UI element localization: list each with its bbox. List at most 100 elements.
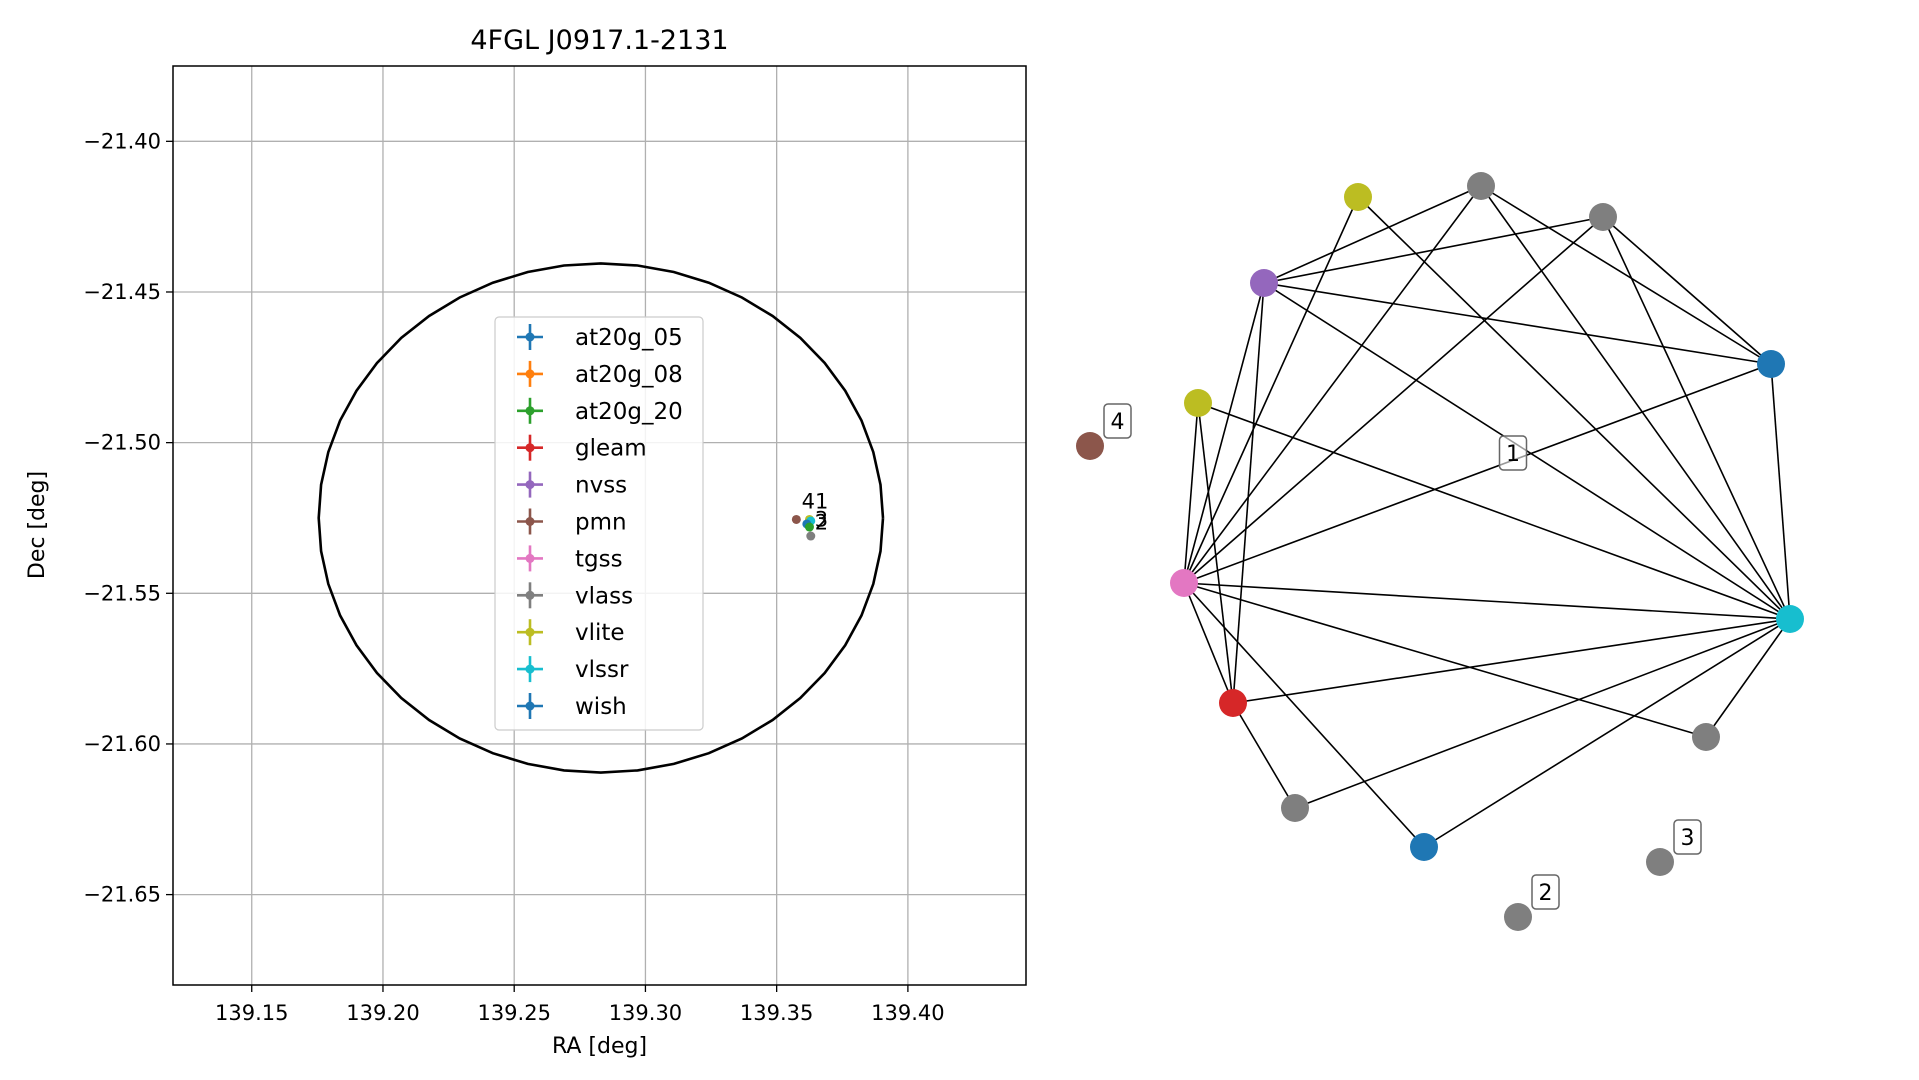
network-edge xyxy=(1294,618,1791,809)
network-node-labels: 4 3 2 xyxy=(1103,403,1702,910)
x-tick-label: 139.25 xyxy=(477,1001,550,1025)
network-edge xyxy=(1183,196,1359,584)
legend-label: at20g_05 xyxy=(575,325,683,351)
legend-label: gleam xyxy=(575,436,647,462)
network-node xyxy=(1170,569,1198,597)
legend-marker-dot xyxy=(525,517,535,526)
legend-marker-dot xyxy=(525,701,535,711)
legend-label: vlass xyxy=(575,583,633,609)
node-label-box xyxy=(1673,819,1702,855)
point-label: 3 xyxy=(815,507,828,531)
network-edge xyxy=(1602,216,1772,365)
legend-label: nvss xyxy=(575,473,627,499)
legend-marker-dot xyxy=(525,480,535,490)
chart-title: 4FGL J0917.1-2131 xyxy=(470,25,728,56)
network-node xyxy=(1344,183,1372,211)
group-label: 1 xyxy=(1506,442,1520,467)
legend-label: at20g_08 xyxy=(575,362,683,388)
y-ticks: −21.40 −21.45 −21.50 −21.55 −21.60 −21.65 xyxy=(83,129,173,907)
network-edge xyxy=(1183,582,1791,620)
network-node xyxy=(1281,794,1309,822)
network-edge xyxy=(1263,282,1772,365)
y-tick-label: −21.50 xyxy=(83,431,161,455)
node-label-badge: 3 xyxy=(1673,819,1702,855)
network-edge xyxy=(1197,402,1791,620)
x-tick-label: 139.40 xyxy=(871,1001,944,1025)
x-tick-label: 139.30 xyxy=(609,1001,682,1025)
network-node xyxy=(1076,432,1104,460)
network-edge xyxy=(1183,582,1234,704)
network-edge xyxy=(1183,402,1199,584)
node-label-badge: 4 xyxy=(1103,403,1132,439)
network-edge xyxy=(1183,582,1425,848)
network-node xyxy=(1589,203,1617,231)
network-edge xyxy=(1183,363,1772,584)
y-tick-label: −21.40 xyxy=(83,129,161,153)
node-label-box xyxy=(1103,403,1132,439)
legend-entry: pmn xyxy=(517,508,627,536)
y-tick-label: −21.60 xyxy=(83,732,161,756)
network-edge xyxy=(1480,185,1772,365)
network-edge xyxy=(1770,363,1791,620)
legend-label: vlite xyxy=(575,620,625,646)
network-edge xyxy=(1480,185,1791,620)
node-label: 3 xyxy=(1681,826,1695,851)
legend-box xyxy=(494,316,704,731)
network-node xyxy=(1757,350,1785,378)
network-edge xyxy=(1423,618,1791,848)
scatter-point xyxy=(806,531,816,541)
legend-marker-dot xyxy=(525,627,535,637)
y-tick-label: −21.65 xyxy=(83,883,161,907)
network-node xyxy=(1467,172,1495,200)
network-edge xyxy=(1232,702,1296,809)
x-tick-label: 139.15 xyxy=(215,1001,288,1025)
legend-entry: vlass xyxy=(517,582,633,609)
network-node xyxy=(1646,848,1674,876)
network-node xyxy=(1504,903,1532,931)
network-edge xyxy=(1183,582,1707,738)
node-label: 2 xyxy=(1539,881,1553,906)
point-label: 2 xyxy=(815,510,828,534)
legend-entry: vlssr xyxy=(517,656,629,683)
y-axis-label: Dec [deg] xyxy=(25,471,50,579)
x-tick-label: 139.20 xyxy=(346,1001,419,1025)
legend-label: wish xyxy=(575,694,627,720)
legend-entry: vlite xyxy=(517,619,625,646)
legend-marker-dot xyxy=(525,369,535,379)
network-group-labels: 1 xyxy=(1498,435,1528,471)
legend-marker-dot xyxy=(525,443,535,453)
error-ellipse xyxy=(317,262,885,774)
x-ticks: 139.15 139.20 139.25 139.30 139.35 139.40 xyxy=(215,985,945,1025)
network-edge xyxy=(1183,216,1604,584)
legend-marker-dot xyxy=(525,406,535,416)
x-axis-label: RA [deg] xyxy=(552,1034,647,1059)
group-label-badge: 1 xyxy=(1498,435,1528,471)
y-tick-label: −21.55 xyxy=(83,581,161,605)
legend-marker-dot xyxy=(525,332,535,342)
network-node xyxy=(1776,605,1804,633)
legend-entry: at20g_20 xyxy=(517,397,683,425)
network-edge xyxy=(1232,618,1791,704)
legend-label: vlssr xyxy=(575,657,629,683)
legend-entry: wish xyxy=(517,693,627,720)
network-edge xyxy=(1602,216,1791,620)
point-label: 41 xyxy=(802,489,829,513)
plot-frame xyxy=(172,65,1027,986)
network-node xyxy=(1250,269,1278,297)
legend-label: pmn xyxy=(575,510,627,536)
scatter-point xyxy=(791,514,801,524)
network-edge xyxy=(1263,185,1482,284)
legend-marker-dot xyxy=(525,590,535,600)
node-label-badge: 2 xyxy=(1531,874,1560,910)
network-node xyxy=(1410,833,1438,861)
network-edge xyxy=(1705,618,1791,738)
legend-entry: gleam xyxy=(517,434,647,462)
network-panel: 1 4 3 2 xyxy=(1076,172,1804,931)
legend-marker-dot xyxy=(525,664,535,674)
legend-marker-dot xyxy=(525,553,535,563)
legend-entry: at20g_05 xyxy=(517,324,683,351)
